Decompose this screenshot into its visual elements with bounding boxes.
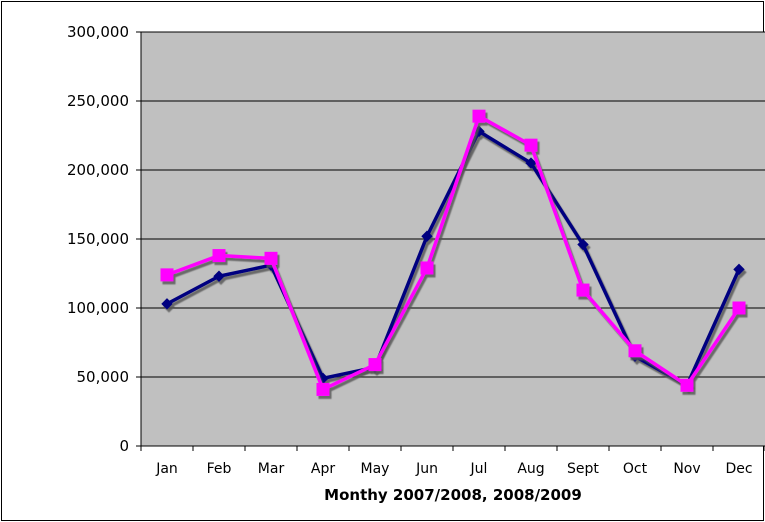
series-1-point [161,298,173,310]
series-1-point [733,263,745,276]
y-axis-tick-labels: 0 50,000 100,000 150,000 200,000 250,000 300,0… [67,23,129,455]
x-axis-tick-label: Nov [673,461,700,477]
series-2 [160,109,746,396]
x-axis-tick-label: May [361,461,390,477]
x-axis-tick-label: Dec [725,461,752,477]
x-axis-tick-label: Jul [470,461,488,477]
series-2-point [368,358,382,372]
series-2-point [628,344,642,358]
series-1-point [421,230,433,242]
series-1-point [577,238,589,251]
series-2-point [420,261,434,275]
y-axis-tick-label: 300,000 [67,23,129,41]
x-axis-tick-label: Sept [567,461,599,477]
y-axis-tick-label: 100,000 [67,299,129,317]
y-axis-tick-label: 0 [119,437,129,455]
series-2-point [264,251,278,265]
y-axis-tick-label: 150,000 [67,230,129,248]
y-axis-tick-label: 250,000 [67,92,129,110]
x-axis-tick-label: Oct [623,461,648,477]
y-axis-tick-label: 200,000 [67,161,129,179]
series-2-point [160,268,174,282]
series-lines [160,109,746,396]
series-2-point [212,249,226,263]
x-axis-tick-label: Apr [311,461,335,477]
series-2-point [576,283,590,297]
series-2-line [166,114,741,392]
series-1-line [166,129,741,388]
series-2-point [732,301,746,315]
x-axis-tick-label: Jun [415,461,438,477]
axes [136,31,765,451]
x-axis-tick-labels: Jan Feb Mar Apr May Jun Jul Aug Sept Oct Nov Dec [155,461,752,477]
x-axis-tick-label: Aug [517,461,544,477]
series-1-point [213,270,225,282]
x-axis-tick-label: Feb [207,461,232,477]
series-1-point [525,157,537,169]
series-2-point [316,382,330,396]
series-2-point [680,378,694,392]
gridlines [141,31,765,378]
x-axis-title: Monthy 2007/2008, 2008/2009 [324,486,582,504]
y-axis-tick-label: 50,000 [77,368,130,386]
x-axis-tick-label: Jan [155,461,178,477]
series-2-point [524,138,538,152]
series-2-point [472,109,486,123]
x-axis-tick-label: Mar [258,461,285,477]
